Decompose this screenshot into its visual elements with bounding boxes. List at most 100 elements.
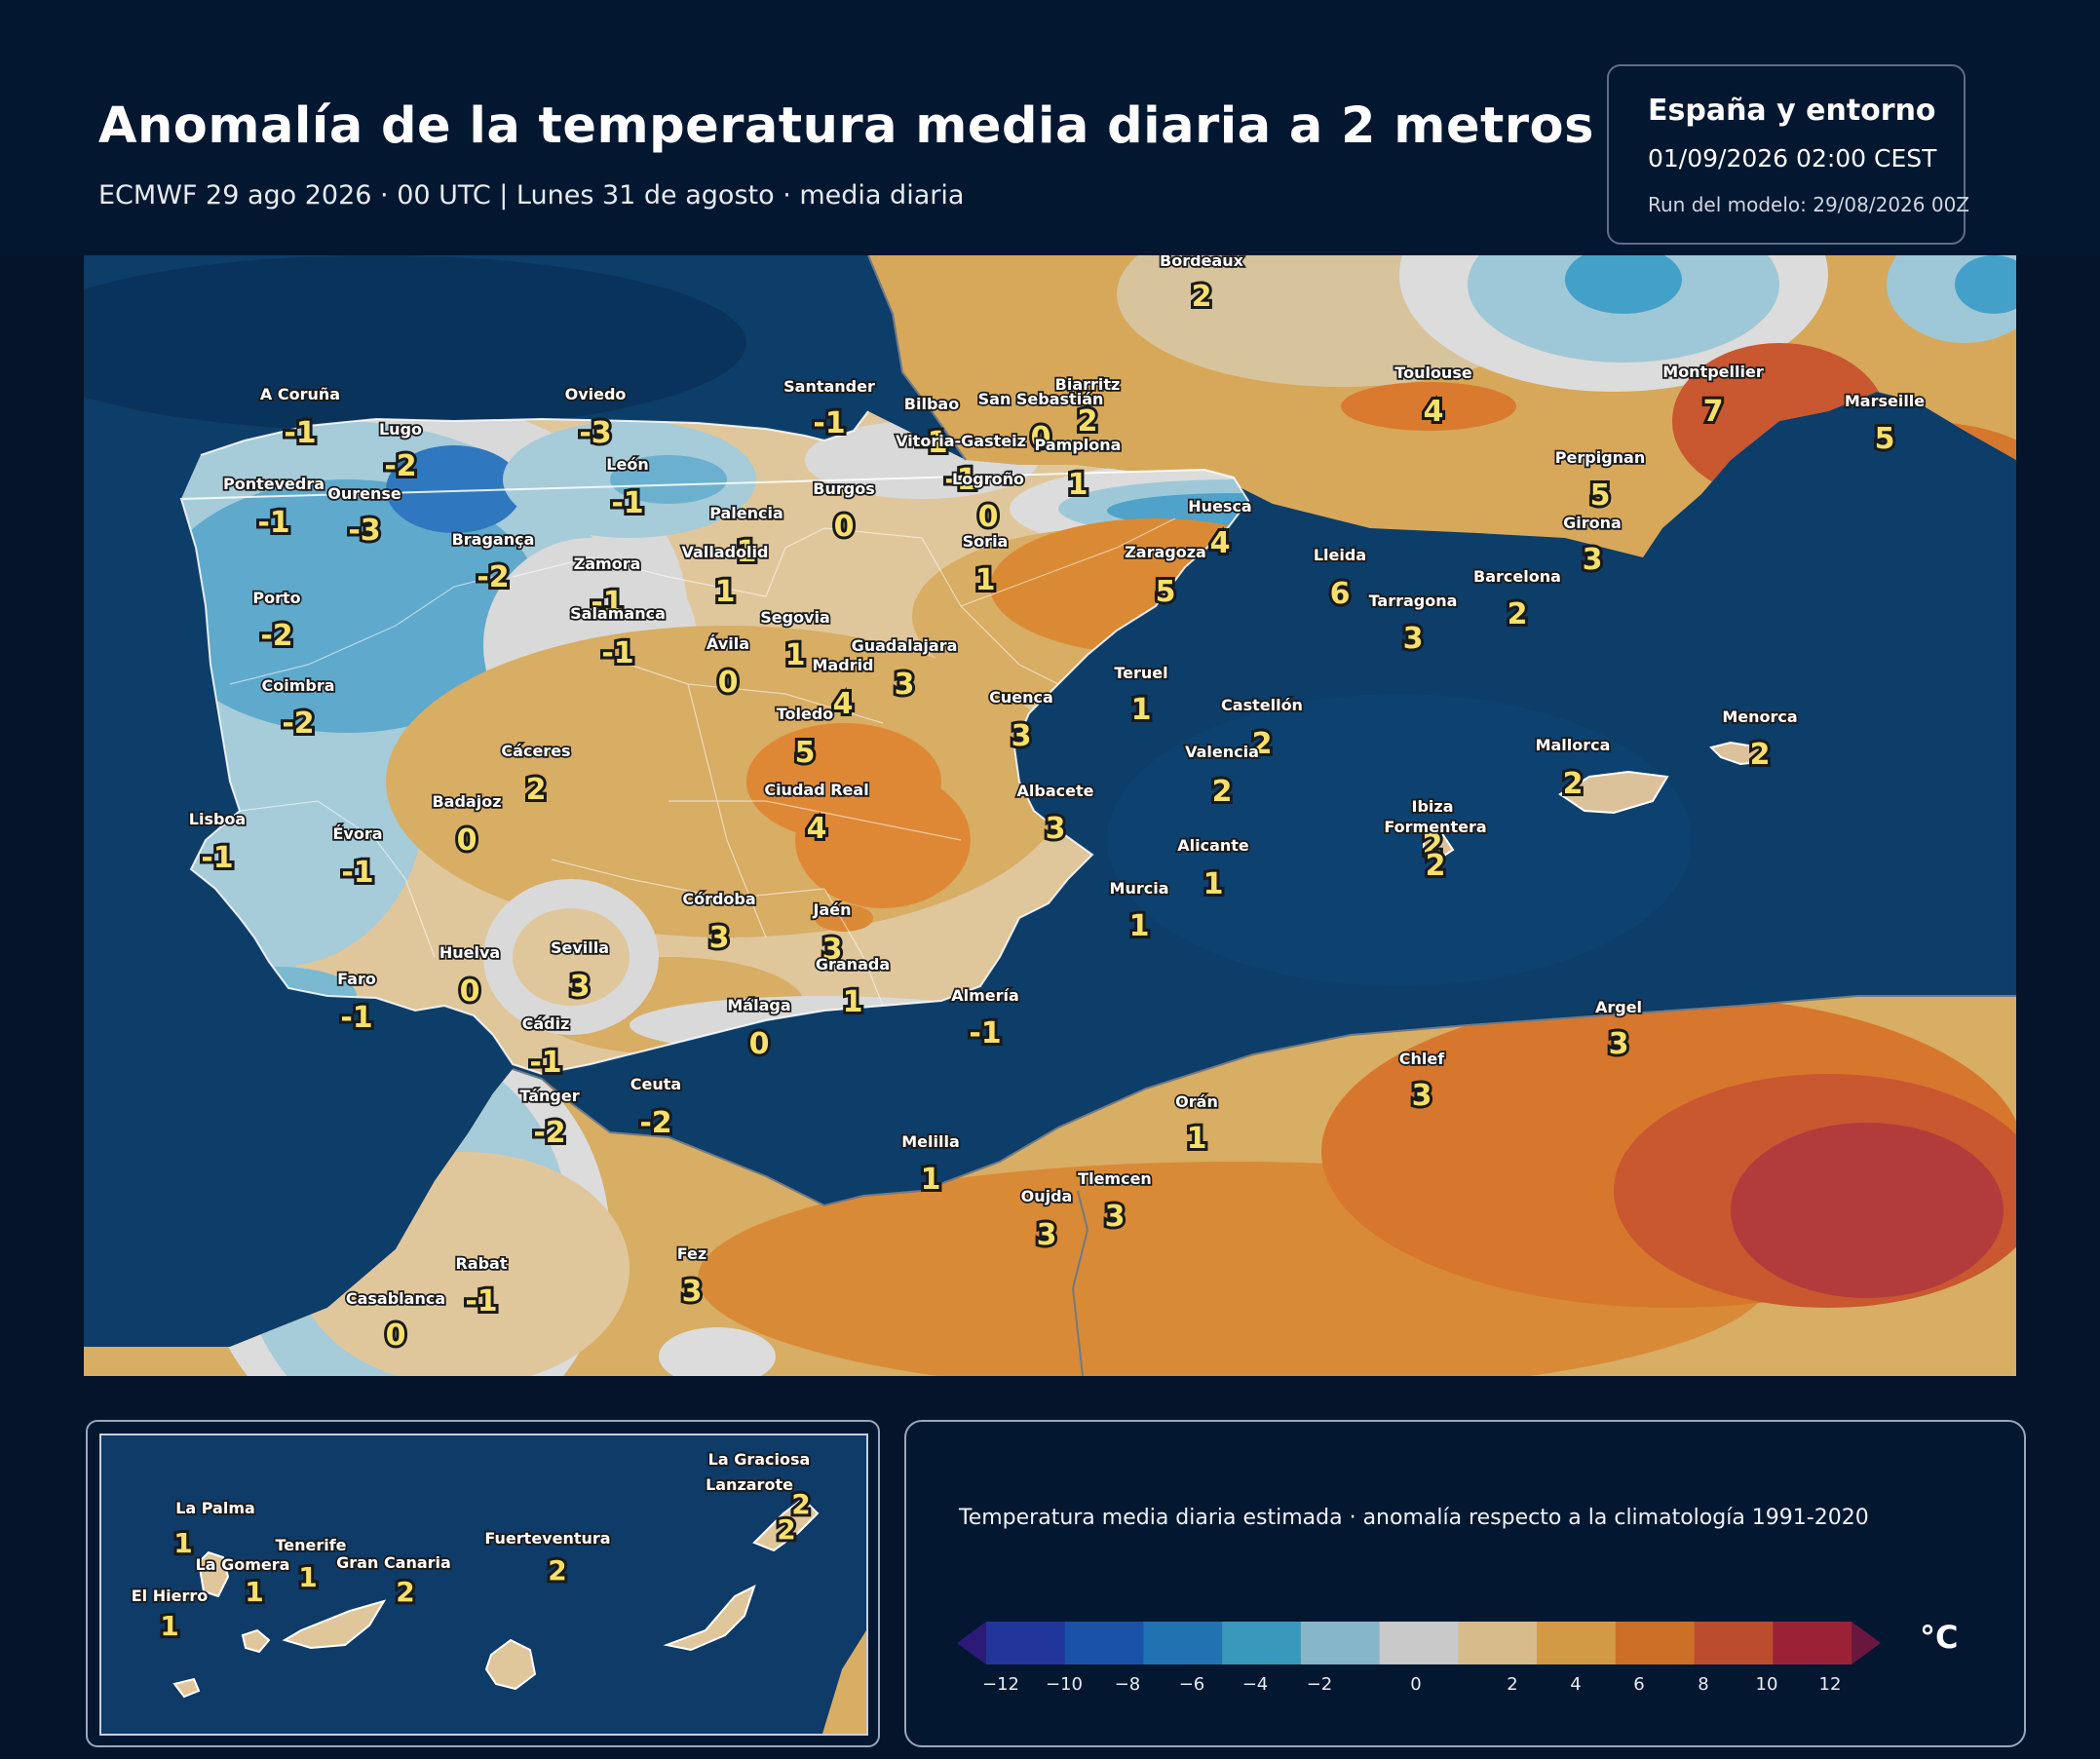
island-label: La Gomera [196,1555,290,1574]
anomaly-value: 4 [1210,526,1231,560]
anomaly-value: 1 [715,575,736,609]
city-label: Castellón [1221,696,1303,714]
colorbar-tick-label: 4 [1570,1674,1581,1695]
city-label: Argel [1595,998,1642,1016]
anomaly-value: 2 [777,1513,795,1546]
city-label: Bilbao [904,395,959,413]
african-coast [512,995,2016,1207]
menorca-shape [1709,741,1761,766]
island-label: Fuerteventura [484,1529,610,1548]
city-label: Teruel [1114,664,1167,682]
colorbar: −12 −10 −8 −6 −4 −2 0 2 4 6 8 10 12 [957,1622,1881,1695]
island-label: La Graciosa [708,1450,811,1469]
anomaly-value: 0 [718,666,739,700]
city-label: Ceuta [630,1075,681,1093]
border-line [1071,1190,1089,1376]
anomaly-value: 0 [834,510,855,544]
anomaly-value: 1 [921,1163,941,1197]
island-label: Lanzarote [706,1475,793,1494]
anomaly-value: -1 [529,1046,561,1080]
city-label: Málaga [727,996,790,1014]
mallorca-shape [1558,770,1669,815]
sea-shade [84,255,746,431]
anomaly-value: 1 [1129,909,1150,943]
anomaly-value: 6 [1330,577,1351,611]
legend-caption: Temperatura media diaria estimada · anom… [959,1506,1869,1530]
city-layer: Bordeaux 2 Biarritz 2 Toulouse 4 Montpellier 7 M… [187,255,1927,1356]
anomaly-value: 3 [570,970,591,1004]
city-label: Ávila [706,634,749,653]
colorbar-tick-label: 2 [1507,1674,1517,1695]
anomaly-value: 3 [709,921,730,955]
city-label: Salamanca [570,604,666,623]
anomaly-value: 3 [1046,812,1066,846]
anomaly-value: 2 [526,773,547,807]
info-box: España y entorno 01/09/2026 02:00 CEST R… [1607,64,1969,245]
canarias-inset[interactable]: La Graciosa 2 Lanzarote 2 La Palma 1 Tenerife 1… [86,1420,880,1747]
city-label: Montpellier [1662,363,1764,381]
anomaly-value: 2 [548,1554,566,1587]
anomaly-value: 0 [749,1027,770,1061]
city-label: Palencia [709,504,783,522]
city-label: Porto [252,589,300,607]
anomaly-value: -1 [591,586,623,620]
island-label: Gran Canaria [336,1553,451,1572]
city-label: Coimbra [261,676,334,695]
anomaly-value: -1 [257,506,289,540]
anomaly-value: 2 [396,1576,414,1608]
colorbar-tick-label: −8 [1115,1674,1141,1695]
city-label: Soria [963,532,1009,551]
city-label: Valencia [1185,743,1259,761]
city-label: Biarritz [1055,375,1121,394]
city-label: Logroño [952,470,1024,488]
anomaly-value: -2 [260,619,292,653]
sea-shade [1107,694,1692,986]
valid-time: 01/09/2026 02:00 CEST [1648,144,1937,172]
header-bar: Anomalía de la temperatura media diaria … [0,0,2100,255]
city-label: Ourense [327,484,401,503]
city-label: Burgos [813,479,874,498]
city-label: Casablanca [346,1289,445,1308]
city-label: Bragança [452,530,535,549]
anomaly-value: 3 [1012,719,1032,753]
anomaly-value: 2 [1426,849,1446,883]
city-label: Ibiza [1412,797,1454,816]
anomaly-value: 3 [895,668,915,702]
island-label: La Palma [175,1499,255,1517]
city-label: Faro [337,970,376,988]
colorbar-segment [1143,1622,1223,1664]
city-label: Girona [1563,514,1622,532]
colorbar-segment [986,1622,1066,1664]
coastline [179,410,1250,1076]
city-label: Murcia [1110,879,1169,898]
city-label: Fez [677,1244,706,1263]
city-label: Toledo [777,705,834,723]
anomaly-value: -1 [611,486,643,520]
ibiza-shape [1423,833,1455,861]
city-label: Granada [816,955,890,974]
anomaly-value: 3 [1609,1027,1629,1061]
city-label: Ciudad Real [764,781,868,799]
anomaly-value: 4 [807,812,827,846]
main-map[interactable]: Bordeaux 2 Biarritz 2 Toulouse 4 Montpellier 7 M… [84,255,2016,1376]
canarias-map: La Graciosa 2 Lanzarote 2 La Palma 1 Tenerife 1… [99,1434,868,1736]
city-label: Lleida [1314,546,1366,564]
anomaly-value: 2 [1423,828,1443,862]
city-label: Sevilla [551,938,609,957]
anomaly-value: 1 [737,535,757,569]
anomaly-value: -1 [813,406,845,440]
region-label: España y entorno [1648,94,1936,128]
city-label: Valladolid [682,543,769,561]
city-label: León [606,455,648,474]
anomaly-value: 2 [1192,280,1212,314]
colorbar-segment [1615,1622,1696,1664]
anomaly-value: 1 [1131,693,1152,727]
colorbar-tick-label: 8 [1698,1674,1708,1695]
city-label: Albacete [1017,782,1094,800]
anomaly-value: 4 [1424,395,1444,429]
anomaly-value: 2 [1750,738,1771,772]
city-label: Segovia [760,608,830,627]
anomaly-value: 2 [791,1488,810,1520]
city-label: Formentera [1384,818,1486,836]
